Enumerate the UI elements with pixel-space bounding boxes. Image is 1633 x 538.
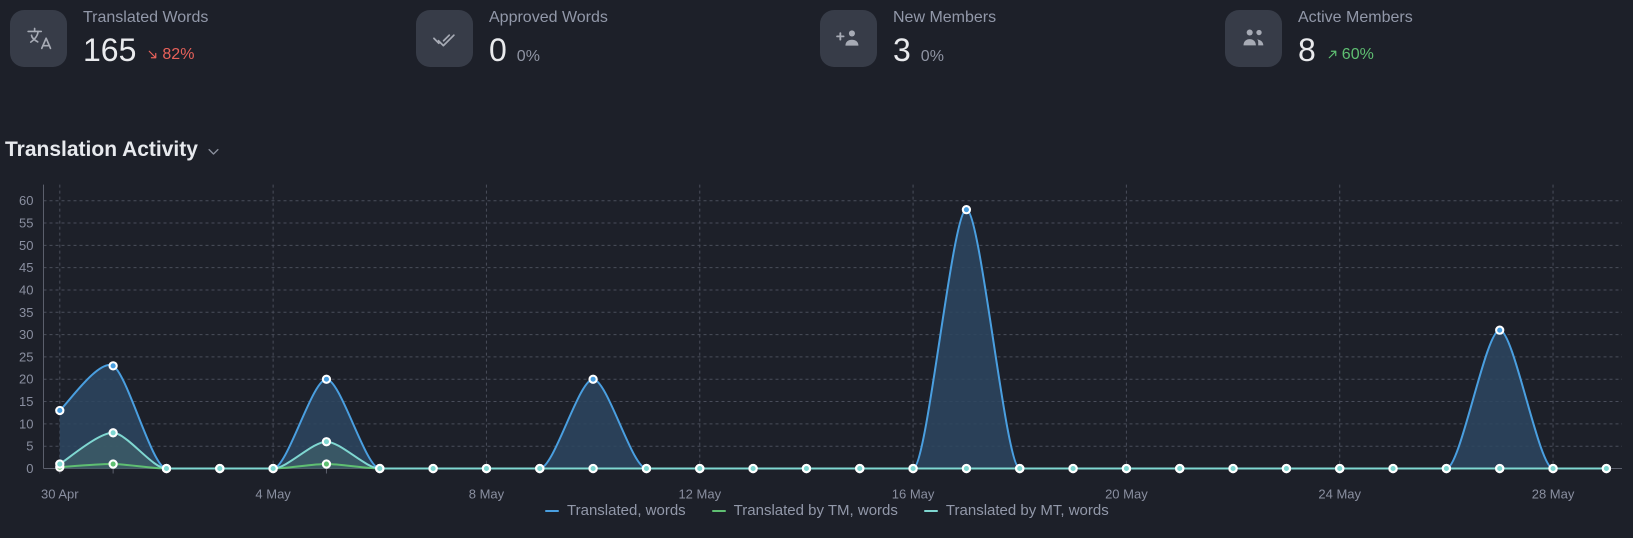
svg-text:55: 55 (19, 216, 33, 231)
svg-text:20: 20 (19, 372, 33, 387)
svg-text:45: 45 (19, 260, 33, 275)
svg-text:0: 0 (26, 461, 33, 476)
svg-text:30 Apr: 30 Apr (41, 487, 79, 502)
svg-text:8 May: 8 May (469, 487, 505, 502)
svg-text:24 May: 24 May (1318, 487, 1361, 502)
svg-text:5: 5 (26, 439, 33, 454)
svg-text:40: 40 (19, 282, 33, 297)
svg-text:15: 15 (19, 394, 33, 409)
svg-text:20 May: 20 May (1105, 487, 1148, 502)
svg-text:28 May: 28 May (1532, 487, 1575, 502)
svg-text:16 May: 16 May (892, 487, 935, 502)
svg-text:10: 10 (19, 416, 33, 431)
svg-text:50: 50 (19, 238, 33, 253)
svg-text:12 May: 12 May (678, 487, 721, 502)
svg-text:35: 35 (19, 305, 33, 320)
svg-text:30: 30 (19, 327, 33, 342)
svg-text:4 May: 4 May (255, 487, 291, 502)
svg-text:60: 60 (19, 193, 33, 208)
svg-text:25: 25 (19, 349, 33, 364)
